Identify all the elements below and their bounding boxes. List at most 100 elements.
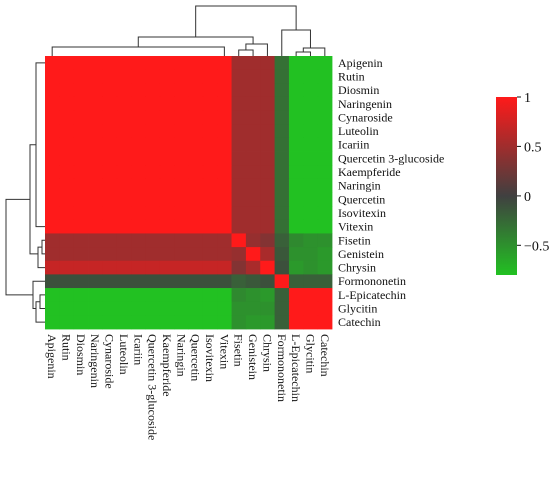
heatmap-cell (274, 233, 290, 248)
heatmap-cell (116, 219, 132, 234)
heatmap-cell (145, 274, 161, 289)
heatmap-cell (145, 178, 161, 193)
heatmap-cell (260, 206, 275, 221)
heatmap-cell (303, 83, 319, 98)
heatmap-cell (88, 301, 103, 316)
heatmap-cell (88, 56, 103, 71)
heatmap-cell (174, 274, 189, 289)
heatmap-cell (116, 96, 132, 111)
heatmap-cell (274, 260, 290, 275)
heatmap-cell (88, 165, 103, 180)
dendrogram-link (35, 62, 45, 228)
column-label: Apigenin (45, 334, 59, 379)
heatmap-cell (174, 260, 189, 275)
heatmap-cell (288, 301, 304, 316)
heatmap-cell (231, 165, 247, 180)
row-label: Glycitin (338, 302, 377, 316)
heatmap-cell (217, 315, 232, 330)
heatmap-cell (231, 219, 247, 234)
heatmap-cell (59, 110, 75, 125)
heatmap-cell (188, 110, 204, 125)
heatmap-cell (131, 315, 146, 330)
heatmap-cell (73, 165, 89, 180)
heatmap-cell (131, 165, 146, 180)
heatmap-cell (303, 96, 319, 111)
heatmap-cell (188, 151, 204, 166)
heatmap-cell (202, 206, 218, 221)
heatmap-cell (145, 247, 161, 262)
heatmap-cell (59, 247, 75, 262)
dendrogram-link (245, 43, 268, 56)
heatmap-cell (59, 69, 75, 84)
heatmap-cell (45, 178, 60, 193)
heatmap-cell (217, 110, 232, 125)
heatmap-cell (303, 315, 319, 330)
heatmap-cell (202, 192, 218, 207)
legend-tick-label: 0 (524, 190, 531, 205)
heatmap-cell (45, 233, 60, 248)
heatmap-cell (202, 110, 218, 125)
heatmap-cell (245, 247, 261, 262)
dendrogram-link (238, 49, 254, 56)
heatmap-cell (45, 315, 60, 330)
heatmap-cell (245, 274, 261, 289)
dendrogram-link (51, 46, 225, 56)
heatmap-cell (188, 96, 204, 111)
top-dendrogram (51, 5, 326, 56)
heatmap-cell (45, 247, 60, 262)
heatmap-cell (245, 137, 261, 152)
heatmap-cell (59, 96, 75, 111)
heatmap-cell (288, 315, 304, 330)
heatmap-cell (116, 192, 132, 207)
heatmap-cell (303, 124, 319, 139)
heatmap-cell (45, 56, 60, 71)
heatmap-cell (274, 69, 290, 84)
heatmap-cell (202, 233, 218, 248)
heatmap-cell (174, 83, 189, 98)
heatmap-cell (88, 247, 103, 262)
heatmap-cell (288, 56, 304, 71)
heatmap-cells (45, 56, 333, 330)
dendrogram-link (39, 294, 45, 310)
column-label: Glycitin (304, 334, 318, 373)
heatmap-cell (274, 178, 290, 193)
heatmap-cell (159, 206, 175, 221)
heatmap-cell (202, 124, 218, 139)
column-label: Vitexin (217, 334, 231, 369)
heatmap-cell (45, 274, 60, 289)
heatmap-cell (202, 315, 218, 330)
heatmap-cell (288, 137, 304, 152)
heatmap-cell (59, 192, 75, 207)
heatmap-cell (116, 56, 132, 71)
heatmap-cell (159, 124, 175, 139)
heatmap-cell (231, 206, 247, 221)
heatmap-cell (102, 137, 118, 152)
heatmap-cell (59, 165, 75, 180)
heatmap-cell (188, 192, 204, 207)
heatmap-cell (274, 110, 290, 125)
heatmap-cell (288, 288, 304, 303)
heatmap-cell (145, 96, 161, 111)
column-labels: Apigenin Rutin Diosmin Naringenin Cynaroside… (45, 334, 332, 440)
heatmap-cell (116, 110, 132, 125)
column-label: Chrysin (260, 334, 274, 372)
heatmap-cell (317, 288, 333, 303)
heatmap-cell (260, 137, 275, 152)
heatmap-cell (145, 288, 161, 303)
heatmap-cell (102, 260, 118, 275)
column-label: Kaempferide (160, 334, 174, 397)
heatmap-cell (145, 69, 161, 84)
heatmap-cell (188, 124, 204, 139)
heatmap-cell (231, 137, 247, 152)
heatmap-cell (288, 96, 304, 111)
heatmap-cell (245, 219, 261, 234)
heatmap-cell (116, 69, 132, 84)
heatmap-cell (260, 288, 275, 303)
heatmap-cell (159, 192, 175, 207)
heatmap-cell (102, 69, 118, 84)
heatmap-cell (59, 233, 75, 248)
heatmap-cell (202, 178, 218, 193)
heatmap-cell (59, 178, 75, 193)
column-label: Quercetin 3-glucoside (146, 334, 160, 440)
heatmap-cell (260, 260, 275, 275)
